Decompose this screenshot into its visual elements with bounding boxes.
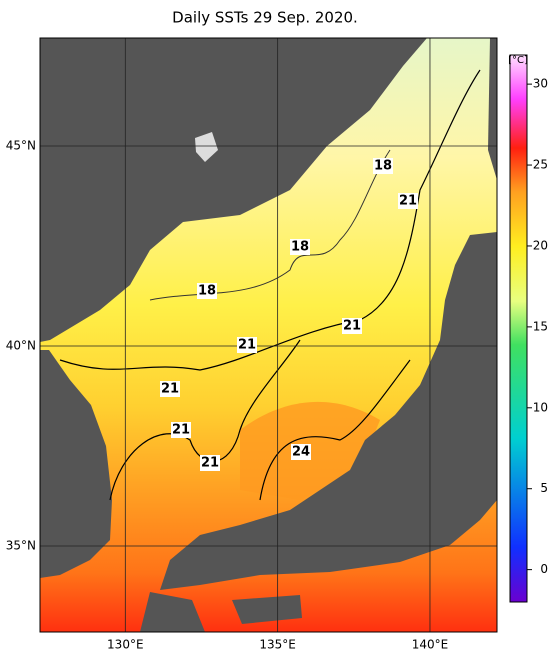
contour-label: 21	[161, 382, 179, 397]
contour-label-bg	[291, 444, 311, 460]
grid	[40, 38, 497, 632]
colorbar-tick-label: 5	[540, 481, 548, 495]
contour-label: 21	[238, 338, 256, 353]
contour-label-bg	[160, 381, 180, 397]
colorbar-tick-label: 10	[533, 400, 548, 414]
contour-label-bg	[398, 193, 418, 209]
map-frame	[39, 37, 498, 633]
contour-label-bg	[290, 239, 310, 255]
contour-label: 18	[198, 284, 216, 299]
contour-label-bg	[200, 455, 220, 471]
contour-label: 18	[291, 240, 309, 255]
land-kyushu	[140, 592, 205, 632]
lon-label: 130°E	[107, 638, 144, 652]
colorbar	[509, 54, 528, 603]
contour-label: 21	[399, 194, 417, 209]
colorbar-tick-label: 25	[533, 158, 548, 172]
contour-label: 24	[292, 445, 310, 460]
contour-label-bg	[197, 283, 217, 299]
contour-label: 21	[201, 456, 219, 471]
contour-label-bg	[237, 337, 257, 353]
colorbar-tick-label: 15	[533, 319, 548, 333]
contour-label: 18	[374, 159, 392, 174]
land-korea	[40, 350, 112, 578]
contour-label: 21	[172, 423, 190, 438]
colorbar-tick-label: 0	[540, 562, 548, 576]
land-japan	[160, 232, 497, 590]
contour	[259, 359, 411, 501]
lon-label: 135°E	[259, 638, 296, 652]
lat-label: 40°N	[6, 339, 36, 353]
contour-label-bg	[342, 318, 362, 334]
title: Daily SSTs 29 Sep. 2020.	[172, 9, 358, 27]
contour-label-bg	[373, 158, 393, 174]
map	[40, 38, 497, 632]
lake	[195, 132, 218, 162]
contour-label: 21	[343, 319, 361, 334]
colorbar-tick-label: 20	[533, 238, 548, 252]
land-continent	[40, 38, 427, 342]
colorbar-tick-label: 30	[533, 77, 548, 91]
land-shikoku	[232, 595, 302, 624]
land-sakhalin	[488, 38, 497, 180]
lat-label: 45°N	[6, 139, 36, 153]
lat-label: 35°N	[6, 539, 36, 553]
contour-label-bg	[171, 422, 191, 438]
colorbar-unit: [°C]	[508, 55, 528, 66]
lon-label: 140°E	[412, 638, 449, 652]
